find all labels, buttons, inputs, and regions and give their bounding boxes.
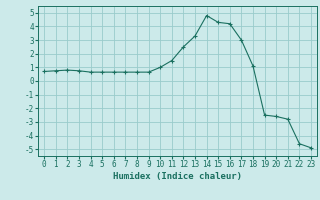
X-axis label: Humidex (Indice chaleur): Humidex (Indice chaleur) xyxy=(113,172,242,181)
